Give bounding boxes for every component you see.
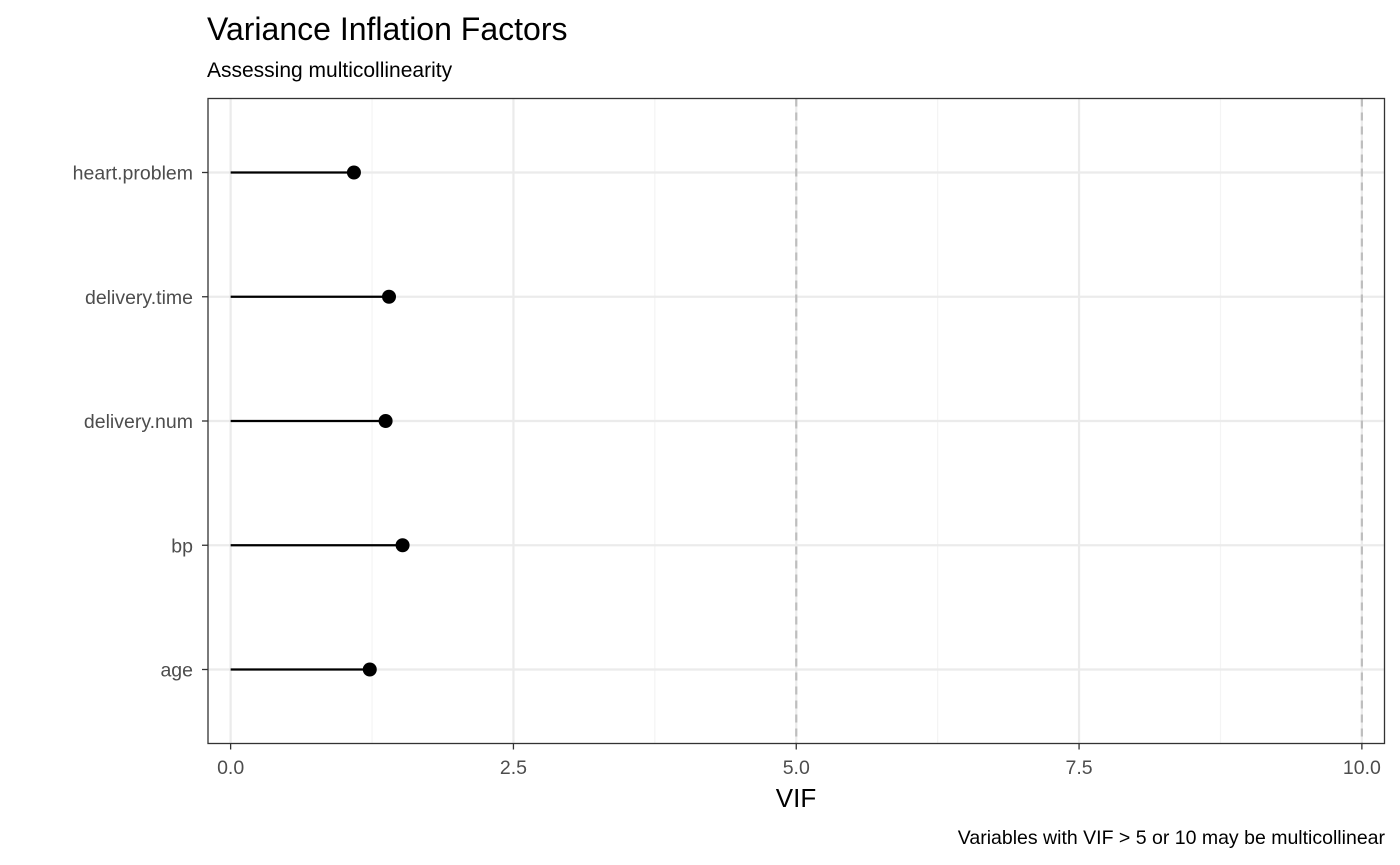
x-axis: 0.0 2.5 5.0 7.5 10.0: [217, 743, 1381, 779]
lollipop-point-bp: [395, 538, 410, 553]
y-tick-label: bp: [171, 535, 193, 557]
x-tick-label: 0.0: [217, 757, 244, 779]
y-tick-label: heart.problem: [73, 163, 193, 185]
lollipop-points: [346, 165, 410, 677]
y-tick-label: delivery.num: [84, 411, 193, 433]
x-tick-label: 2.5: [500, 757, 527, 779]
major-gridlines: [208, 98, 1385, 744]
lollipop-point-delivery.num: [378, 414, 393, 428]
lollipop-point-age: [362, 662, 377, 677]
chart-caption: Variables with VIF > 5 or 10 may be mult…: [958, 827, 1386, 849]
chart-subtitle: Assessing multicollinearity: [207, 59, 453, 82]
x-tick-label: 7.5: [1066, 757, 1093, 779]
lollipop-segments: [230, 171, 403, 671]
lollipop-point-heart.problem: [346, 165, 361, 180]
x-tick-label: 5.0: [783, 757, 810, 779]
x-tick-label: 10.0: [1343, 757, 1381, 779]
lollipop-point-delivery.time: [382, 289, 396, 304]
y-axis: heart.problem delivery.time delivery.num bp…: [73, 163, 208, 682]
x-axis-title: VIF: [776, 783, 816, 813]
y-tick-label: delivery.time: [85, 287, 193, 309]
chart-title: Variance Inflation Factors: [207, 11, 567, 47]
reference-lines: [795, 98, 1363, 744]
y-tick-label: age: [160, 660, 193, 682]
